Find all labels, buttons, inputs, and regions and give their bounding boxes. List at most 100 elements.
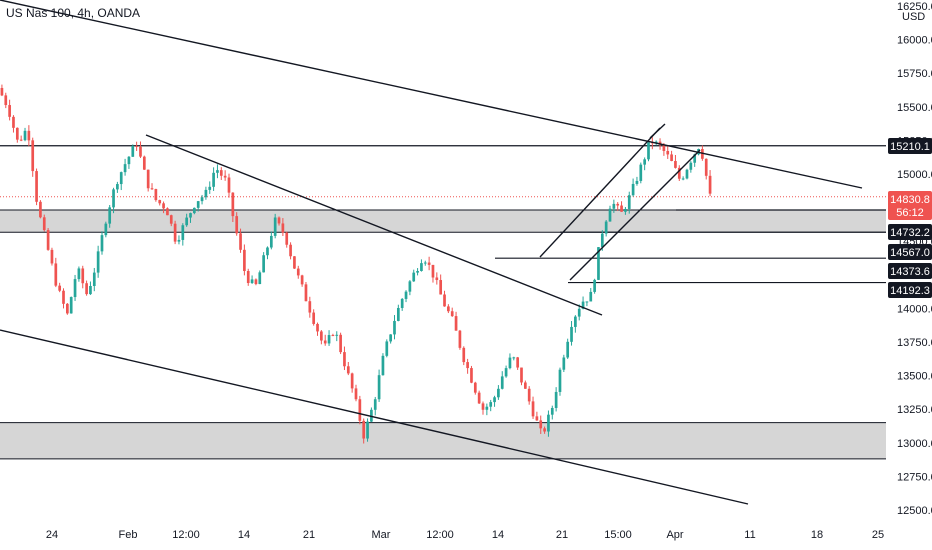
candle-body: [4, 95, 8, 106]
candle-body: [454, 316, 458, 331]
price-tag-text: 14192.3: [890, 285, 930, 297]
candle-body: [227, 177, 231, 193]
trendline-2[interactable]: [0, 329, 749, 505]
candle-body: [323, 340, 327, 344]
candle-body: [577, 308, 581, 317]
candle-body: [589, 291, 593, 302]
chart-title: US Nas 100, 4h, OANDA: [6, 6, 141, 20]
candle-body: [362, 420, 366, 439]
candle-body: [450, 311, 454, 317]
candle-body: [373, 399, 377, 410]
candle-body: [316, 323, 319, 332]
candle-body: [666, 150, 670, 155]
trendline-4[interactable]: [569, 149, 701, 281]
candle-body: [616, 203, 620, 206]
candle-body: [631, 183, 635, 196]
candle-body: [42, 217, 46, 231]
candle-body: [574, 316, 577, 327]
candle-body: [346, 366, 350, 374]
candle-body: [300, 275, 304, 285]
candle-body: [19, 139, 23, 141]
candle-body: [142, 156, 146, 170]
candle-body: [439, 280, 443, 295]
candle-body: [304, 284, 308, 302]
candle-body: [139, 146, 142, 157]
price-tag-text: 14567.0: [890, 247, 930, 259]
candle-body: [50, 249, 54, 264]
y-tick-label: 14000.0: [897, 303, 932, 315]
candle-body: [254, 279, 258, 285]
y-tick-label: 13000.0: [897, 438, 932, 450]
candle-body: [77, 268, 81, 280]
x-tick-label: 18: [811, 529, 823, 541]
x-tick-label: 14: [492, 529, 504, 541]
candle-body: [416, 271, 419, 273]
candle-body: [585, 301, 589, 303]
candle-body: [23, 130, 27, 141]
price-tag-level: [888, 138, 932, 154]
candle-body: [250, 279, 254, 284]
candle-body: [62, 290, 65, 304]
candle-body: [312, 312, 316, 324]
candle-body: [520, 367, 523, 383]
candle-body: [527, 388, 531, 402]
trendline-1[interactable]: [145, 134, 603, 316]
candle-body: [92, 272, 96, 286]
candle-body: [581, 301, 585, 309]
currency-label: USD: [902, 11, 925, 23]
candle-body: [608, 208, 612, 222]
candle-body: [35, 171, 38, 202]
y-tick-label: 13250.0: [897, 404, 932, 416]
candle-body: [69, 297, 73, 314]
candle-body: [162, 203, 165, 209]
candle-body: [396, 307, 400, 321]
candle-body: [624, 208, 627, 212]
candle-body: [500, 376, 504, 389]
candle-body: [327, 335, 331, 344]
candle-body: [431, 264, 435, 278]
candle-body: [135, 145, 138, 147]
candle-body: [127, 156, 131, 165]
candle-body: [15, 127, 19, 140]
candle-body: [246, 271, 250, 284]
x-tick-label: 14: [238, 529, 250, 541]
candle-body: [423, 262, 427, 264]
candle-body: [0, 87, 4, 96]
candle-body: [46, 230, 50, 250]
time-axis-bg: [0, 520, 932, 550]
candle-body: [73, 279, 77, 298]
candle-body: [169, 215, 173, 224]
candle-body: [123, 164, 127, 173]
x-tick-label: 12:00: [426, 529, 454, 541]
candle-body: [281, 223, 285, 233]
candle-body: [408, 281, 412, 292]
candle-body: [466, 362, 469, 369]
candle-body: [597, 247, 600, 280]
candle-body: [404, 291, 408, 299]
price-tag-text: 14830.8: [890, 194, 930, 206]
zone-1: [0, 422, 886, 459]
candle-body: [266, 247, 269, 256]
time-axis: 24 Feb 12:00 14 21 Mar 12:00 14 21 15:00 Apr 11 18 25: [0, 520, 932, 550]
candle-body: [674, 160, 677, 168]
trendline-0[interactable]: [0, 0, 863, 189]
candle-body: [89, 285, 92, 295]
candle-body: [693, 154, 697, 163]
trendline-5[interactable]: [649, 123, 666, 139]
candle-body: [377, 375, 381, 400]
y-tick-label: 16250.0: [897, 1, 932, 13]
candle-body: [235, 216, 239, 234]
y-tick-label: 12750.0: [897, 471, 932, 483]
candle-body: [96, 251, 100, 273]
trendline-3[interactable]: [539, 127, 661, 258]
candle-body: [177, 239, 181, 242]
candle-body: [473, 382, 477, 393]
candle-body: [293, 256, 296, 269]
x-tick-label: 11: [744, 529, 755, 541]
price-tag-level: [888, 282, 932, 298]
zone-0: [0, 209, 886, 233]
price-tag-level: [888, 244, 932, 260]
x-tick-label: Mar: [372, 529, 391, 541]
candle-body: [489, 402, 493, 407]
